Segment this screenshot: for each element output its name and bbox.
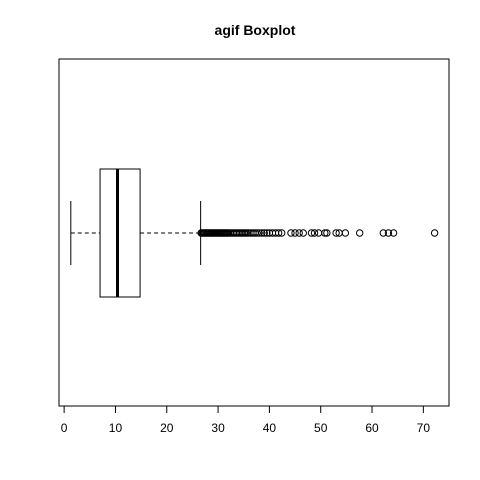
outlier-point [299, 229, 307, 237]
boxplot [70, 168, 202, 298]
x-tick-label: 70 [417, 421, 431, 435]
outlier-point [295, 229, 303, 237]
outlier-point [263, 229, 271, 237]
outlier-point [379, 229, 388, 237]
outlier-point [341, 229, 350, 237]
x-tick-label: 50 [314, 421, 328, 435]
outlier-point [287, 229, 295, 237]
outlier-point [260, 229, 268, 237]
x-axis: 0 10 20 30 40 50 60 70 [61, 405, 431, 435]
outlier-points [197, 229, 439, 237]
x-tick-label: 30 [211, 421, 225, 435]
outlier-point [384, 229, 393, 237]
outlier-point [323, 229, 331, 237]
outlier-point [430, 229, 439, 237]
outlier-point [307, 229, 316, 237]
outlier-point [321, 229, 329, 237]
x-tick-label: 60 [365, 421, 379, 435]
x-tick-label: 20 [160, 421, 174, 435]
interquartile-box [99, 168, 141, 298]
x-tick-label: 10 [109, 421, 123, 435]
outlier-point [389, 229, 398, 237]
outlier-point [255, 229, 263, 237]
x-tick-label: 40 [263, 421, 277, 435]
outlier-point [278, 229, 286, 237]
outlier-point [291, 229, 299, 237]
outlier-point [356, 229, 364, 237]
chart-title: agif Boxplot [215, 22, 296, 38]
outlier-point [274, 229, 283, 237]
outlier-point [310, 229, 319, 237]
outlier-point [332, 229, 340, 237]
outlier-point [257, 229, 266, 237]
outlier-point [253, 229, 261, 237]
x-tick-label: 0 [61, 421, 68, 435]
